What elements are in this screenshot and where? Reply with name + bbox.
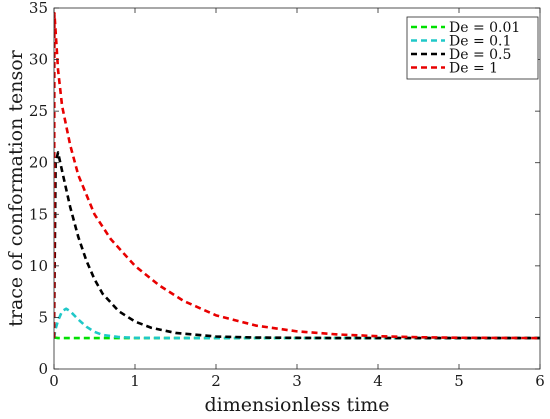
- y-tick-label: 20: [29, 154, 48, 172]
- legend-box: [406, 16, 539, 80]
- x-tick-label: 1: [130, 372, 140, 390]
- x-tick-label: 4: [373, 372, 383, 390]
- series-line-2: [54, 151, 540, 340]
- x-tick-label: 2: [211, 372, 221, 390]
- legend-label: De = 0.1: [449, 34, 511, 50]
- y-tick-label: 30: [29, 51, 48, 69]
- axes: 0 1 2 3 4 5 6 0 5 10 15 20 25 30 35: [29, 0, 545, 390]
- x-tick-label: 6: [535, 372, 545, 390]
- y-tick-label: 35: [29, 0, 48, 17]
- legend-label: De = 0.5: [449, 47, 511, 63]
- plot-area: [54, 11, 540, 340]
- series-line-0: [54, 336, 540, 340]
- x-axis-label: dimensionless time: [204, 394, 389, 416]
- x-tick-label: 0: [49, 372, 59, 390]
- legend-label: De = 0.01: [449, 20, 520, 36]
- series-line-1: [54, 307, 540, 340]
- y-tick-label: 5: [38, 308, 48, 326]
- y-tick-label: 25: [29, 102, 48, 120]
- legend-label: De = 1: [449, 61, 498, 77]
- y-tick-label: 0: [38, 360, 48, 378]
- x-tick-label: 3: [292, 372, 302, 390]
- x-tick-label: 5: [454, 372, 464, 390]
- y-tick-label: 10: [29, 257, 48, 275]
- y-tick-label: 15: [29, 205, 48, 223]
- series-line-3: [54, 11, 540, 340]
- y-axis-label: trace of conformation tensor: [5, 49, 27, 326]
